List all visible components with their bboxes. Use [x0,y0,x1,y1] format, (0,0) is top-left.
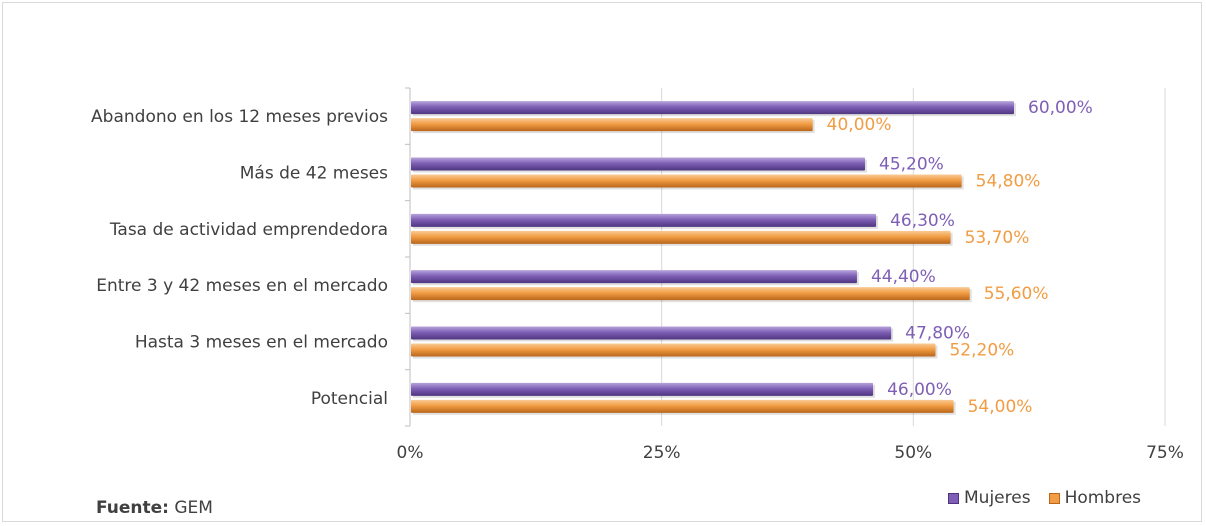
data-label-mujeres: 46,00% [887,380,952,400]
legend-label-hombres: Hombres [1064,488,1142,508]
bar-hombres [411,174,962,188]
data-label-mujeres: 44,40% [871,267,936,287]
data-label-hombres: 54,80% [976,172,1041,192]
bar-mujeres [411,101,1014,115]
data-labels: 60,00% 40,00% 45,20% 54,80% 46,30% 53,70% 44,4… [827,98,1093,417]
data-label-mujeres: 46,30% [890,211,955,231]
legend-swatch-mujeres [948,492,959,504]
bar-hombres [411,399,954,413]
bar-hombres [411,230,951,244]
category-label: Tasa de actividad emprendedora [109,220,388,240]
data-label-hombres: 54,00% [968,397,1033,417]
bar-hombres [411,118,813,132]
category-label: Potencial [311,389,388,409]
category-label: Hasta 3 meses en el mercado [135,333,388,353]
gridlines [405,87,1166,427]
category-label: Abandono en los 12 meses previos [91,107,388,127]
bar-mujeres [411,213,877,227]
bar-mujeres [411,382,874,396]
legend-item-mujeres: Mujeres [948,488,1031,508]
source-label: Fuente: [96,498,169,518]
data-label-hombres: 55,60% [984,284,1049,304]
x-tick-label: 75% [1146,443,1184,463]
category-labels: Abandono en los 12 meses previos Más de 4… [91,107,388,409]
category-label: Entre 3 y 42 meses en el mercado [96,276,388,296]
data-label-hombres: 52,20% [949,341,1014,361]
category-label: Más de 42 meses [240,164,388,184]
legend: Mujeres Hombres [948,488,1141,508]
data-label-mujeres: 60,00% [1028,98,1093,118]
x-tick-label: 50% [894,443,932,463]
bar-hombres [411,287,970,301]
bar-mujeres [411,326,892,340]
source-value: GEM [174,498,213,518]
data-label-hombres: 53,70% [965,228,1030,248]
x-tick-label: 25% [643,443,681,463]
bar-hombres [411,343,936,357]
bar-mujeres [411,157,866,171]
data-label-hombres: 40,00% [827,115,892,135]
source-note: Fuente: GEM [96,498,213,518]
legend-item-hombres: Hombres [1048,488,1142,508]
legend-swatch-hombres [1048,492,1060,504]
bar-mujeres [411,270,857,284]
data-label-mujeres: 47,80% [905,324,970,344]
x-axis-tick-labels: 0% 25% 50% 75% [397,443,1184,463]
x-tick-label: 0% [397,443,424,463]
bars [411,101,1016,415]
data-label-mujeres: 45,20% [879,155,944,175]
legend-label-mujeres: Mujeres [964,488,1031,508]
